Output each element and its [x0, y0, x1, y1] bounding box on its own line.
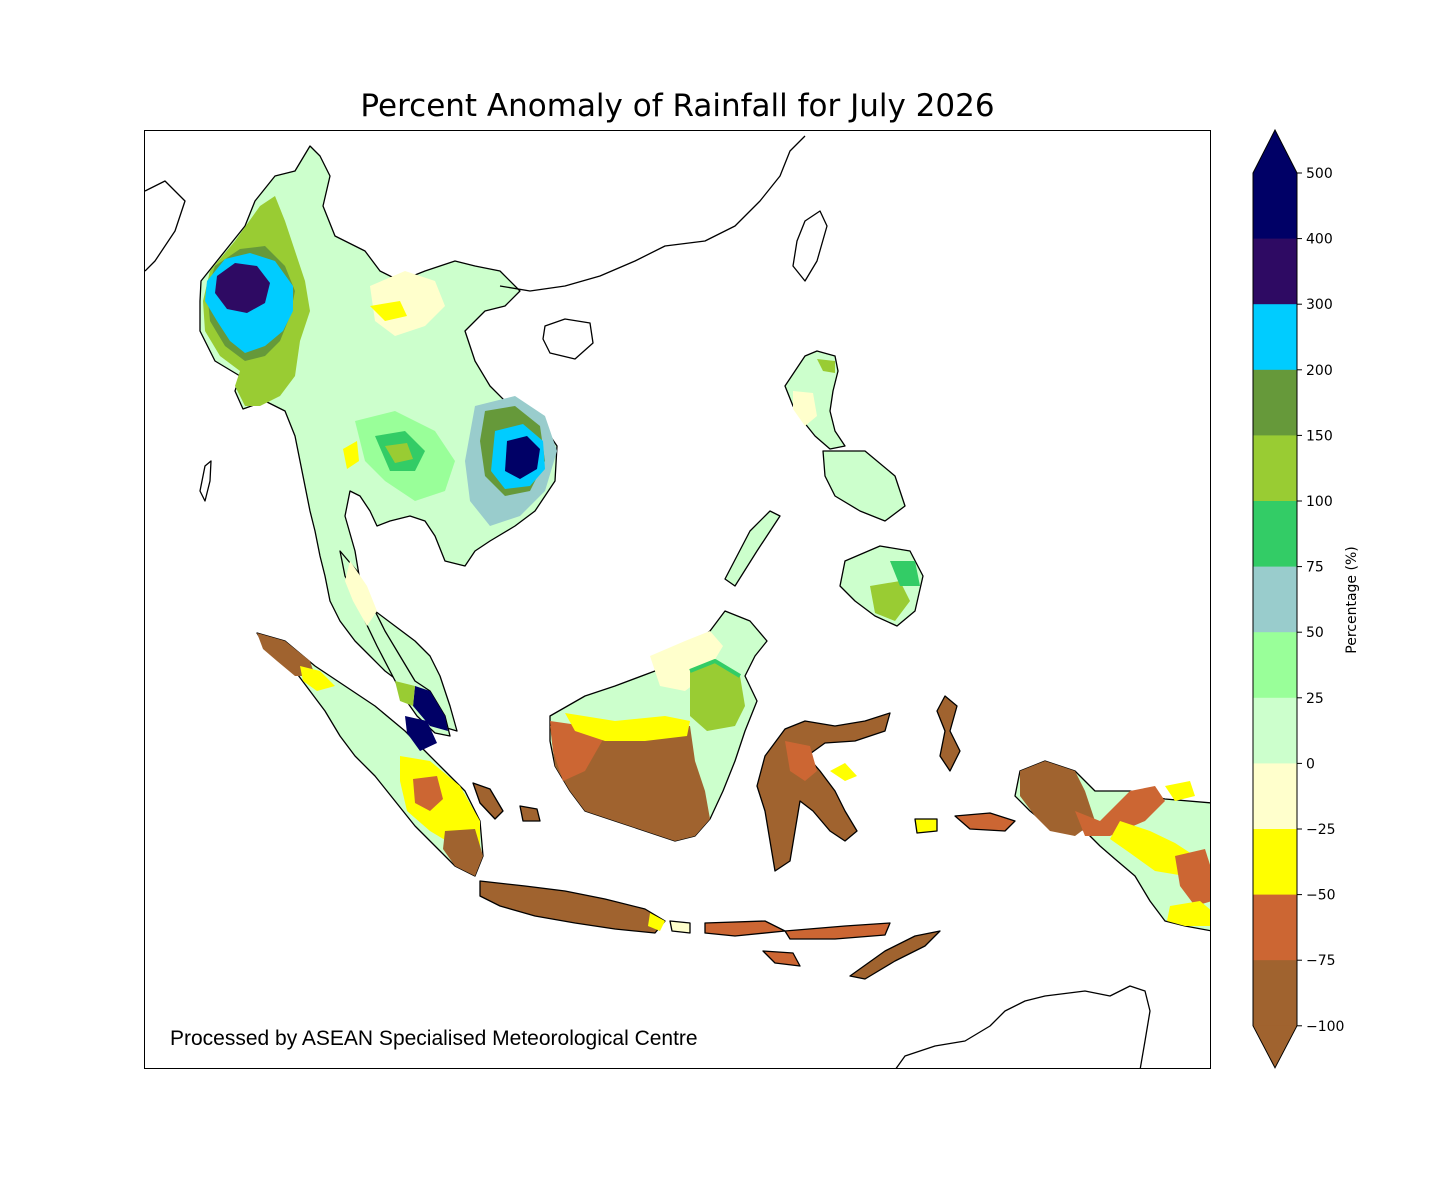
australia-coast [895, 985, 1151, 1068]
belitung-island [519, 805, 541, 822]
colorbar-block [1253, 238, 1297, 305]
china-coast [499, 135, 806, 292]
palawan [724, 510, 781, 587]
colorbar-block [1253, 960, 1297, 1027]
andaman-islands [199, 460, 212, 502]
hainan-island [542, 318, 594, 360]
new-guinea-yellow [1110, 821, 1195, 876]
flores [784, 922, 891, 940]
colorbar-tick-label: −50 [1306, 888, 1336, 904]
colorbar-label: Percentage (%) [1344, 546, 1360, 654]
halmahera [936, 695, 961, 772]
colorbar: 500 400 300 200 150 100 75 50 25 0 −25 −50 −75 −100 [1252, 128, 1344, 1069]
colorbar-block [1253, 632, 1297, 699]
colorbar-extend-bottom [1253, 1025, 1297, 1068]
java-yellow-east [648, 913, 665, 931]
thailand-very-wet [385, 443, 413, 463]
colorbar-tick-label: 75 [1306, 560, 1324, 576]
seram [954, 812, 1016, 832]
bali-lombok [669, 920, 691, 934]
peninsula-very-wet [395, 681, 415, 706]
mindanao-very-wet [870, 581, 910, 621]
colorbar-tick-label: −100 [1306, 1019, 1344, 1035]
colorbar-tick-label: 50 [1306, 625, 1324, 641]
luzon-slight-dry [793, 391, 817, 426]
colorbar-extend-top [1253, 130, 1297, 173]
peninsula-slight-dry [345, 561, 377, 626]
colorbar-block [1253, 173, 1297, 240]
colorbar-block [1253, 501, 1297, 568]
sumatra-very-dry-south [443, 829, 483, 876]
colorbar-block [1253, 435, 1297, 502]
peninsula-extreme [413, 686, 448, 731]
colorbar-tick-label: 200 [1306, 363, 1333, 379]
colorbar-block [1253, 369, 1297, 436]
bird-head-very-dry [1020, 761, 1095, 836]
timor [849, 930, 941, 980]
colorbar-tick-label: 300 [1306, 297, 1333, 313]
sulawesi-yellow [830, 763, 857, 781]
luzon [784, 350, 846, 450]
colorbar-block [1253, 566, 1297, 633]
colorbar-tick-label: 100 [1306, 494, 1333, 510]
new-guinea-dry-south [1175, 849, 1210, 906]
buru [914, 818, 938, 834]
new-guinea-dry-rim [1075, 786, 1165, 836]
colorbar-block [1253, 894, 1297, 961]
map-title: Percent Anomaly of Rainfall for July 202… [360, 88, 995, 124]
sulawesi-landmass [756, 712, 891, 872]
sabah-wet-rim [689, 659, 742, 678]
colorbar-tick-label: 25 [1306, 691, 1324, 707]
java-island [479, 880, 666, 934]
sumba [762, 950, 801, 967]
rainfall-map [145, 135, 1210, 1068]
colorbar-tick-label: 500 [1306, 166, 1333, 182]
colorbar-block [1253, 697, 1297, 764]
colorbar-tick-label: 150 [1306, 428, 1333, 444]
luzon-very-wet [817, 359, 835, 373]
colorbar-block [1253, 763, 1297, 830]
colorbar-block [1253, 829, 1297, 896]
riau-extreme [405, 716, 437, 751]
sumbawa [704, 920, 786, 937]
sumatra-yellow-north [300, 666, 335, 691]
mindanao-wet3 [890, 561, 920, 586]
sumatra-dry-south [413, 776, 443, 811]
thailand-yellow [343, 441, 359, 469]
taiwan-island [792, 210, 828, 282]
colorbar-tick-label: −25 [1306, 822, 1336, 838]
borneo-yellow [565, 713, 690, 741]
colorbar-tick-label: 0 [1306, 756, 1315, 772]
sabah-very-wet [690, 661, 745, 731]
sumatra-very-dry-north [257, 633, 315, 676]
new-guinea-yellow-south [1167, 901, 1210, 926]
colorbar-tick-label: −75 [1306, 953, 1336, 969]
india-coast [145, 180, 186, 272]
credit-text: Processed by ASEAN Specialised Meteorolo… [170, 1027, 698, 1050]
colorbar-tick-label: 400 [1306, 232, 1333, 248]
new-guinea-yellow-north [1165, 781, 1195, 801]
colorbar-block [1253, 304, 1297, 371]
vietnam-extreme-core [505, 436, 540, 479]
bangka-island [472, 782, 504, 820]
visayas [822, 450, 906, 522]
sulawesi-dry [785, 741, 817, 781]
myanmar-extreme-core [215, 263, 270, 313]
laos-yellow [370, 301, 407, 321]
map-frame [144, 130, 1211, 1069]
